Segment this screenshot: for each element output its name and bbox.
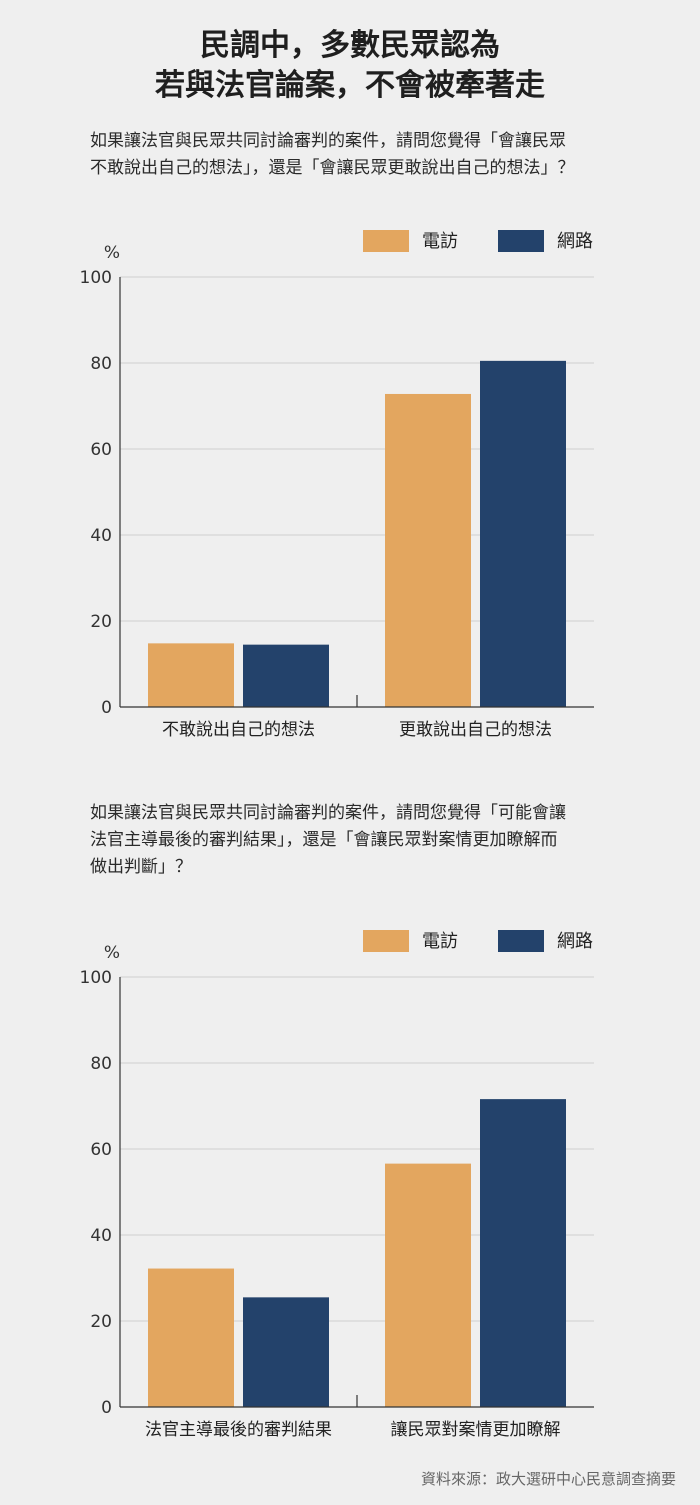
y-tick-label-40: 40 (90, 526, 112, 546)
legend-swatch-1 (363, 930, 409, 952)
y-tick-label-100: 100 (80, 268, 112, 288)
bar-1-series-1 (148, 643, 234, 707)
y-tick-label-80: 80 (90, 1054, 112, 1074)
question-2: 如果讓法官與民眾共同討論審判的案件，請問您覺得「可能會讓 法官主導最後的審判結果… (90, 800, 650, 881)
source-note: 資料來源：政大選研中心民意調查摘要 (420, 1470, 676, 1488)
chart-2: 電訪 網路% 0 20 40 60 80 100 法官主導最後的審判結果 讓民眾對案情更加瞭解 (0, 910, 700, 1450)
question-2-line-3: 做出判斷」？ (90, 857, 192, 877)
chart-title: 民調中，多數民眾認為 若與法官論案，不會被牽著走 (0, 26, 700, 106)
chart-1-svg: 電訪 網路% 0 20 40 60 80 100 不敢說出自己的想法 更敢說出自己的想法 (80, 230, 594, 740)
legend-swatch-2 (498, 930, 544, 952)
bar-2-series-1 (385, 393, 471, 707)
category-label-1: 不敢說出自己的想法 (162, 720, 315, 740)
title-line-2: 若與法官論案，不會被牽著走 (155, 68, 545, 103)
y-tick-label-0: 0 (101, 1398, 112, 1418)
legend-swatch-2 (498, 230, 544, 252)
legend-label-1: 電訪 (422, 231, 458, 252)
question-1-line-1: 如果讓法官與民眾共同討論審判的案件，請問您覺得「會讓民眾 (90, 131, 566, 151)
legend-label-2: 網路 (557, 931, 593, 952)
legend-label-2: 網路 (557, 231, 593, 252)
y-unit-label: % (104, 943, 120, 963)
title-line-1: 民調中，多數民眾認為 (200, 28, 500, 63)
chart-2-svg: 電訪 網路% 0 20 40 60 80 100 法官主導最後的審判結果 讓民眾對案情更加瞭解 (80, 930, 594, 1440)
category-label-2: 讓民眾對案情更加瞭解 (391, 1419, 561, 1440)
category-label-2: 更敢說出自己的想法 (399, 720, 552, 740)
question-1: 如果讓法官與民眾共同討論審判的案件，請問您覺得「會讓民眾 不敢說出自己的想法」，… (90, 128, 650, 182)
y-tick-label-40: 40 (90, 1226, 112, 1246)
bar-1-series-1 (148, 1268, 234, 1407)
bar-2-series-1 (385, 1163, 471, 1407)
bar-1-series-2 (243, 1297, 329, 1407)
y-tick-label-60: 60 (90, 440, 112, 460)
bar-1-series-2 (243, 644, 329, 707)
y-tick-label-0: 0 (101, 698, 112, 718)
question-1-line-2: 不敢說出自己的想法」，還是「會讓民眾更敢說出自己的想法」？ (90, 158, 575, 178)
y-tick-label-60: 60 (90, 1140, 112, 1160)
y-tick-label-80: 80 (90, 354, 112, 374)
y-tick-label-20: 20 (90, 1312, 112, 1332)
y-unit-label: % (104, 243, 120, 263)
legend-label-1: 電訪 (422, 931, 458, 952)
question-2-line-2: 法官主導最後的審判結果」，還是「會讓民眾對案情更加瞭解而 (90, 830, 558, 850)
bar-2-series-2 (480, 360, 566, 707)
bar-2-series-2 (480, 1099, 566, 1407)
y-tick-label-100: 100 (80, 968, 112, 988)
chart-1: 電訪 網路% 0 20 40 60 80 100 不敢說出自己的想法 更敢說出自己的想法 (0, 210, 700, 750)
y-tick-label-20: 20 (90, 612, 112, 632)
legend-swatch-1 (363, 230, 409, 252)
question-2-line-1: 如果讓法官與民眾共同討論審判的案件，請問您覺得「可能會讓 (90, 803, 566, 823)
category-label-1: 法官主導最後的審判結果 (145, 1420, 332, 1440)
